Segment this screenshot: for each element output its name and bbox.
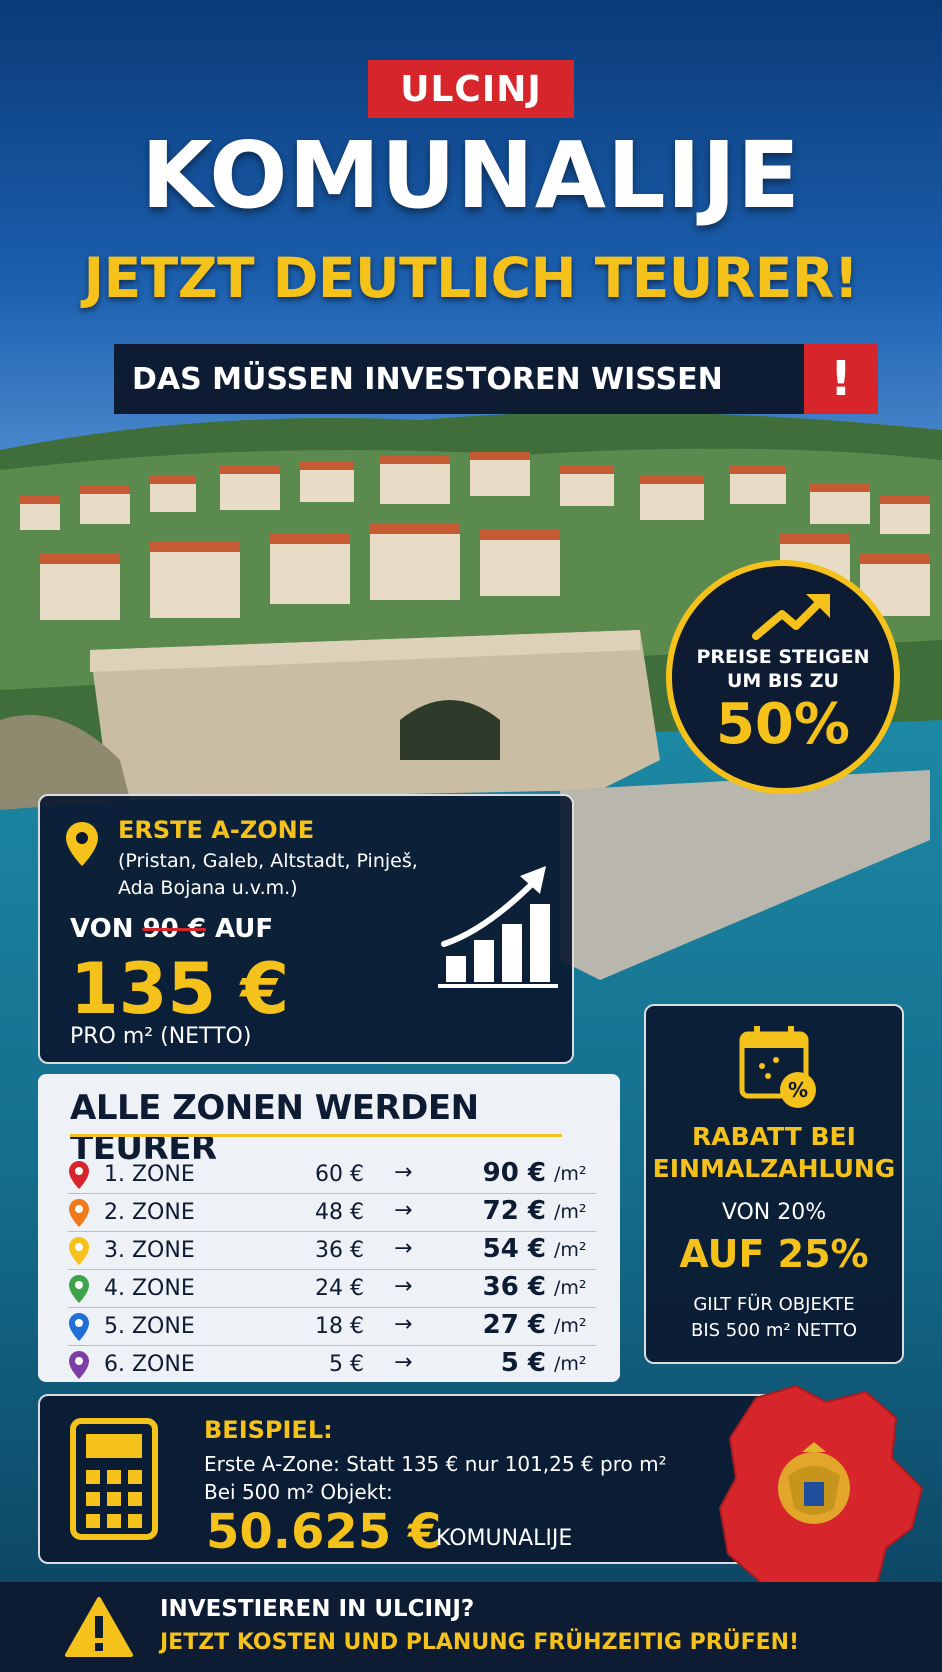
zone-pin-icon [69,1199,89,1227]
calculator-icon [70,1418,158,1540]
zone-name: 2. ZONE [104,1200,195,1225]
headline: KOMUNALIJE [141,122,801,229]
zone-pin-icon [69,1161,89,1189]
badge-value: 50% [715,692,851,757]
city-tag: ULCINJ [368,60,574,118]
zone-a-card: ERSTE A-ZONE (Pristan, Galeb, Altstadt, … [38,794,574,1064]
old-price: 90 € [142,914,206,944]
example-line2: Bei 500 m² Objekt: [204,1480,393,1504]
zone-row: 5. ZONE 18 € → 27 € /m² [68,1306,596,1346]
zone-arrow: → [394,1274,413,1299]
zone-row: 6. ZONE 5 € → 5 € /m² [68,1344,596,1384]
zone-arrow: → [394,1236,413,1261]
discount-title-line2: EINMALZAHLUNG [652,1154,896,1183]
zone-pin-icon [69,1313,89,1341]
badge-line2: UM BIS ZU [726,670,839,692]
example-card: BEISPIEL: Erste A-Zone: Statt 135 € nur … [38,1394,788,1564]
example-total-label: KOMUNALIJE [436,1526,573,1551]
price-increase-badge: PREISE STEIGEN UM BIS ZU 50% [666,560,900,794]
zone-row: 3. ZONE 36 € → 54 € /m² [68,1230,596,1270]
coat-of-arms-icon [778,1442,850,1524]
zone-new-price: 72 € [482,1196,546,1226]
price-unit: PRO m² (NETTO) [70,1024,252,1049]
zone-old-price: 60 € [315,1162,364,1187]
zone-name: 6. ZONE [104,1352,195,1377]
growth-chart-icon [438,866,558,988]
alert-icon: ! [804,344,878,414]
zones-title-underline [70,1134,562,1137]
to-label: AUF [214,914,274,944]
zone-name: 4. ZONE [104,1276,195,1301]
zone-old-price: 36 € [315,1238,364,1263]
footer-bar: INVESTIEREN IN ULCINJ? JETZT KOSTEN UND … [0,1582,942,1672]
zone-name: 1. ZONE [104,1162,195,1187]
zone-pin-icon [69,1237,89,1265]
badge-line1: PREISE STEIGEN [696,646,870,668]
warning-icon [65,1597,133,1657]
new-price: 135 € [70,948,290,1030]
zone-arrow: → [394,1312,413,1337]
example-label: BEISPIEL: [204,1416,333,1444]
zone-name: 5. ZONE [104,1314,195,1339]
zone-unit: /m² [554,1277,587,1299]
zone-pin-icon [69,1275,89,1303]
zone-a-title: ERSTE A-ZONE [118,816,315,844]
zone-old-price: 5 € [329,1352,364,1377]
footer-question: INVESTIEREN IN ULCINJ? [160,1596,475,1622]
zones-table: ALLE ZONEN WERDEN TEURER 1. ZONE 60 € → 90 … [38,1074,620,1382]
zone-unit: /m² [554,1315,587,1337]
investor-banner: DAS MÜSSEN INVESTOREN WISSEN [114,344,836,414]
zone-unit: /m² [554,1163,587,1185]
example-total: 50.625 € [206,1504,442,1560]
zone-old-price: 48 € [315,1200,364,1225]
zone-new-price: 54 € [482,1234,546,1264]
zone-arrow: → [394,1198,413,1223]
zone-a-change: VON 90 € AUF [70,914,273,944]
discount-to: AUF 25% [679,1232,869,1276]
zone-pin-icon [69,1351,89,1379]
footer-cta: JETZT KOSTEN UND PLANUNG FRÜHZEITIG PRÜF… [160,1630,800,1655]
discount-note-line2: BIS 500 m² NETTO [690,1320,858,1341]
subheadline: JETZT DEUTLICH TEURER! [83,246,859,310]
zone-unit: /m² [554,1239,587,1261]
zone-new-price: 27 € [482,1310,546,1340]
zone-arrow: → [394,1350,413,1375]
discount-note-line1: GILT FÜR OBJEKTE [693,1294,855,1315]
discount-title-line1: RABATT BEI [692,1122,856,1151]
discount-card: % RABATT BEI EINMALZAHLUNG VON 20% AUF 2… [644,1004,904,1364]
zone-name: 3. ZONE [104,1238,195,1263]
discount-from: VON 20% [721,1200,827,1225]
zone-new-price: 36 € [482,1272,546,1302]
example-line1: Erste A-Zone: Statt 135 € nur 101,25 € p… [204,1452,667,1476]
zone-row: 2. ZONE 48 € → 72 € /m² [68,1192,596,1232]
svg-text:%: % [788,1078,808,1102]
zone-arrow: → [394,1160,413,1185]
zone-old-price: 18 € [315,1314,364,1339]
zone-unit: /m² [554,1353,587,1375]
zone-old-price: 24 € [315,1276,364,1301]
zone-row: 1. ZONE 60 € → 90 € /m² [68,1154,596,1194]
from-label: VON [70,914,134,944]
calendar-discount-icon: % [739,1026,816,1108]
zone-new-price: 5 € [500,1348,546,1378]
zone-unit: /m² [554,1201,587,1223]
zone-a-areas: (Pristan, Galeb, Altstadt, Pinješ, Ada B… [118,850,418,899]
zone-row: 4. ZONE 24 € → 36 € /m² [68,1268,596,1308]
trend-up-arrow-icon [752,594,830,640]
location-pin-icon [66,822,98,866]
zones-title: ALLE ZONEN WERDEN TEURER [70,1088,479,1168]
zone-new-price: 90 € [482,1158,546,1188]
